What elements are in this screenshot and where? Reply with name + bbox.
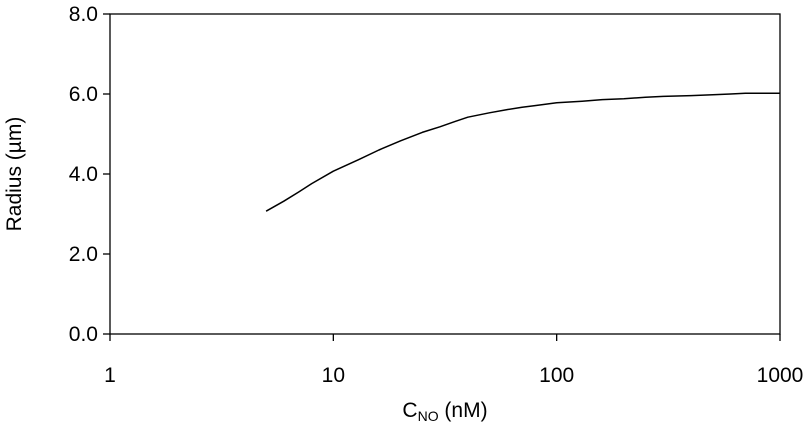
plot-border: [109, 13, 781, 335]
x-axis-label-main: C: [402, 399, 417, 422]
plot-frame: [109, 13, 781, 335]
y-tick-label: 6.0: [69, 83, 98, 106]
axis-ticks: [103, 13, 781, 341]
x-axis-label-subscript: NO: [418, 408, 439, 424]
tick-labels: 0.0 2.0 4.0 6.0 8.0 1 10 100 1000: [69, 3, 804, 387]
x-tick-label: 10: [322, 364, 345, 387]
y-axis-label: Radius (µm): [3, 117, 26, 232]
x-tick-label: 1000: [757, 364, 804, 387]
x-tick-label: 100: [539, 364, 574, 387]
x-axis-label: CNO (nM): [402, 399, 487, 424]
series-group: [265, 92, 780, 212]
series-line: [265, 92, 780, 212]
y-tick-label: 8.0: [69, 3, 98, 26]
y-tick-label: 2.0: [69, 243, 98, 266]
y-tick-label: 4.0: [69, 163, 98, 186]
x-axis-label-rest: (nM): [439, 399, 488, 422]
x-tick-label: 1: [104, 364, 116, 387]
y-tick-label: 0.0: [69, 323, 98, 346]
